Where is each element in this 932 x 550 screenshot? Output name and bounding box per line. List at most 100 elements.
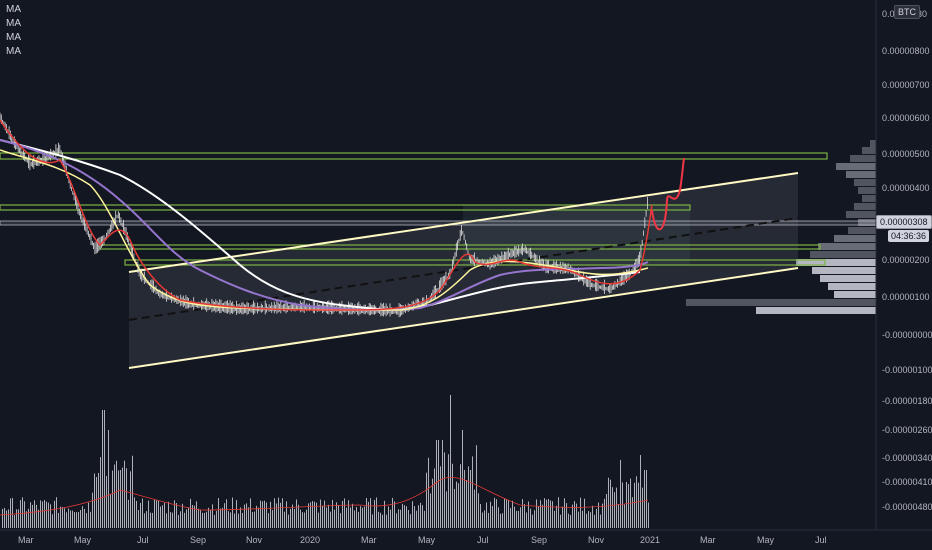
volume-bar bbox=[6, 510, 7, 528]
legend-ma-3[interactable]: MA bbox=[6, 32, 21, 43]
volume-bar bbox=[220, 508, 221, 528]
volume-bar bbox=[208, 507, 209, 528]
volume-bar bbox=[614, 492, 615, 528]
price-tick: 0.00000800 bbox=[882, 46, 930, 56]
volume-bar bbox=[430, 493, 431, 528]
volume-bar bbox=[504, 498, 505, 528]
volume-bar bbox=[628, 484, 629, 528]
volume-bar bbox=[300, 509, 301, 528]
ma-red-line bbox=[0, 119, 653, 311]
volume-bar bbox=[352, 503, 353, 528]
volume-bar bbox=[552, 501, 553, 528]
legend-ma-4[interactable]: MA bbox=[6, 46, 21, 57]
volume-bar bbox=[330, 511, 331, 528]
volume-bar bbox=[428, 457, 429, 528]
price-tick: -0.00000100 bbox=[882, 365, 932, 375]
volume-bar bbox=[196, 501, 197, 528]
volume-profile-row bbox=[858, 219, 876, 226]
volume-bar bbox=[74, 512, 75, 528]
channel-mid bbox=[128, 217, 799, 321]
volume-bar bbox=[288, 514, 289, 528]
volume-bar bbox=[266, 502, 267, 528]
volume-profile-row bbox=[836, 163, 876, 170]
volume-bar bbox=[632, 497, 633, 528]
volume-bar bbox=[42, 501, 43, 528]
volume-bar bbox=[318, 512, 319, 528]
volume-bar bbox=[482, 512, 483, 528]
volume-bar bbox=[120, 470, 121, 528]
ma-white-line bbox=[0, 139, 641, 311]
volume-bar bbox=[528, 501, 529, 528]
volume-bar bbox=[180, 511, 181, 528]
volume-bar bbox=[592, 505, 593, 528]
volume-bar bbox=[392, 497, 393, 528]
volume-bar bbox=[582, 510, 583, 528]
volume-bar bbox=[460, 464, 461, 528]
volume-bar bbox=[480, 504, 481, 528]
volume-bar bbox=[36, 504, 37, 528]
volume-bar bbox=[100, 457, 101, 528]
volume-bar bbox=[590, 512, 591, 528]
volume-bar bbox=[290, 508, 291, 528]
volume-bar bbox=[20, 500, 21, 528]
volume-bar bbox=[464, 470, 465, 528]
volume-bar bbox=[576, 503, 577, 528]
volume-bar bbox=[364, 506, 365, 528]
volume-bar bbox=[230, 512, 231, 528]
volume-bar bbox=[176, 503, 177, 528]
volume-bar bbox=[452, 463, 453, 528]
price-tick: 0.00000400 bbox=[882, 183, 930, 193]
volume-bar bbox=[626, 481, 627, 528]
volume-bar bbox=[514, 506, 515, 528]
volume-bar bbox=[24, 501, 25, 528]
volume-bar bbox=[278, 497, 279, 528]
volume-bar bbox=[306, 509, 307, 528]
volume-profile-row bbox=[810, 251, 876, 258]
volume-bar bbox=[294, 508, 295, 528]
volume-bar bbox=[564, 498, 565, 528]
volume-bar bbox=[224, 503, 225, 528]
volume-bar bbox=[644, 470, 645, 528]
price-tick: -0.00000340 bbox=[882, 453, 932, 463]
volume-bar bbox=[104, 410, 105, 528]
volume-profile-row bbox=[834, 291, 876, 298]
volume-bar bbox=[212, 504, 213, 528]
volume-bar bbox=[350, 507, 351, 528]
volume-bar bbox=[382, 514, 383, 528]
volume-bar bbox=[316, 502, 317, 528]
volume-bar bbox=[376, 497, 377, 528]
volume-profile-row bbox=[846, 211, 876, 218]
volume-bar bbox=[254, 511, 255, 528]
volume-bar bbox=[502, 513, 503, 528]
volume-bar bbox=[412, 501, 413, 528]
legend-ma-1[interactable]: MA bbox=[6, 4, 21, 15]
volume-bar bbox=[362, 507, 363, 528]
time-tick: Mar bbox=[700, 535, 716, 545]
volume-bar bbox=[638, 482, 639, 528]
volume-bar bbox=[282, 498, 283, 528]
volume-bar bbox=[372, 514, 373, 528]
volume-bar bbox=[538, 506, 539, 528]
symbol-badge[interactable]: BTC bbox=[894, 5, 920, 19]
volume-profile-row bbox=[812, 267, 876, 274]
legend-ma-2[interactable]: MA bbox=[6, 18, 21, 29]
price-tick: -0.00000180 bbox=[882, 396, 932, 406]
volume-bar bbox=[450, 395, 451, 528]
volume-bar bbox=[640, 455, 641, 528]
volume-bar bbox=[348, 500, 349, 528]
volume-bar bbox=[96, 477, 97, 528]
volume-bar bbox=[624, 504, 625, 528]
volume-bar bbox=[548, 499, 549, 528]
volume-bar bbox=[192, 505, 193, 528]
volume-bar bbox=[458, 483, 459, 528]
volume-profile-row bbox=[820, 275, 876, 282]
volume-bar bbox=[214, 514, 215, 528]
volume-profile-row bbox=[828, 283, 876, 290]
volume-bar bbox=[118, 470, 119, 528]
price-tick: -0.00000000 bbox=[882, 330, 932, 340]
volume-bar bbox=[520, 507, 521, 528]
time-tick: 2021 bbox=[640, 535, 661, 545]
volume-bar bbox=[648, 502, 649, 528]
price-axis[interactable]: 0.0000 30 0.00000800 0.00000700 0.000006… bbox=[876, 0, 932, 530]
